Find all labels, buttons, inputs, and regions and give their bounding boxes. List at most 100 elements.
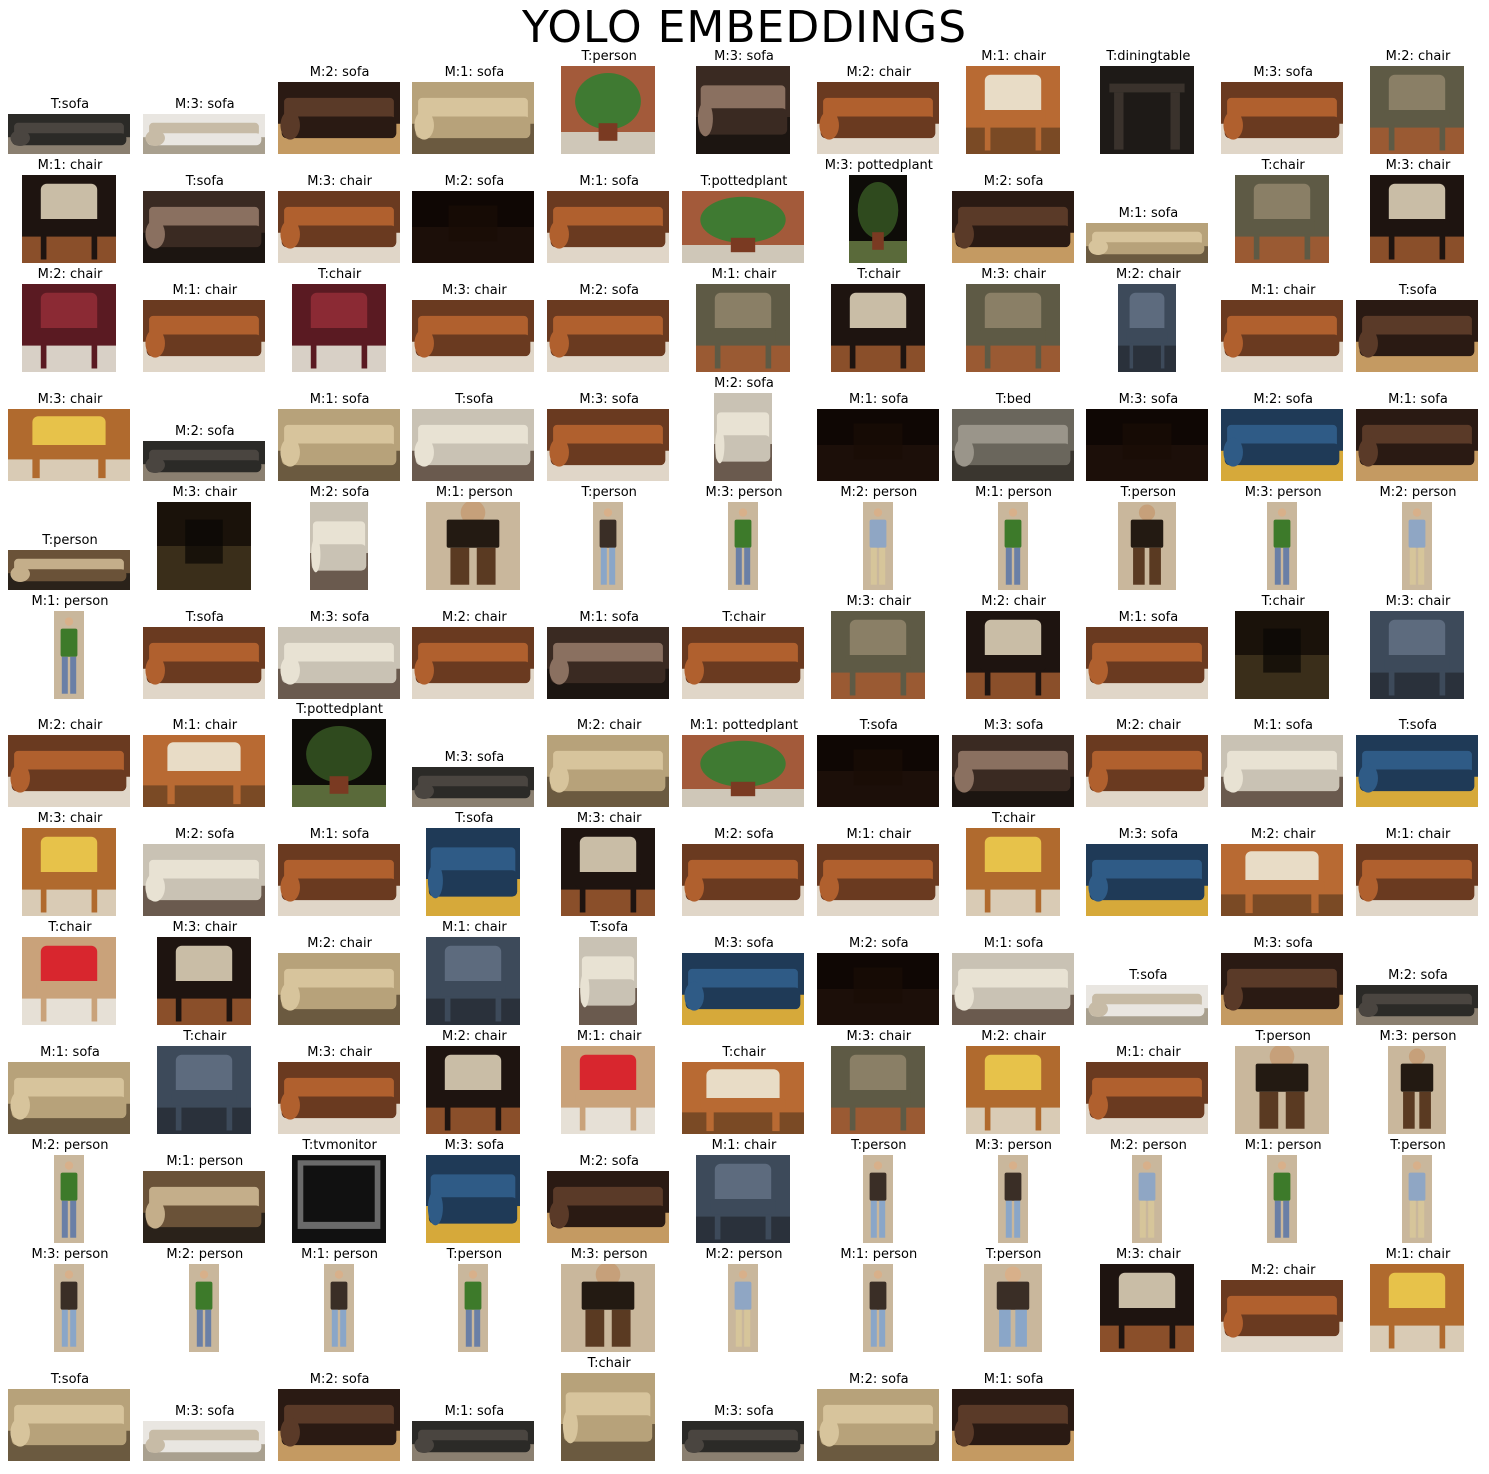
embedding-tile: M:2: sofa [277,50,402,158]
tile-image [1370,174,1464,263]
embedding-tile: T:chair [1221,594,1345,703]
tile-image [951,1388,1074,1461]
tile-label: M:3: chair [37,391,103,407]
tile-image [1100,1263,1195,1352]
tile-image [593,501,624,590]
tile-image [682,844,804,917]
tile-label: M:3: sofa [1253,936,1314,952]
tile-image [561,1046,656,1135]
tile-label: M:1: person [301,1246,379,1262]
tile-label: M:2: person [166,1246,244,1262]
tile-image [1221,82,1344,154]
tile-image [1356,985,1478,1026]
tile-image [682,190,804,263]
embedding-tile: M:1: sofa [816,377,941,485]
embedding-tile: T:sofa [8,50,132,158]
embedding-tile: T:sofa [412,377,536,485]
embedding-tile: M:1: sofa [277,377,402,485]
embedding-tile: M:2: chair [412,595,536,703]
tile-image [965,610,1060,699]
tile-image [8,735,130,808]
embedding-tile: M:3: chair [1356,594,1480,703]
embedding-tile: M:2: sofa [278,485,402,594]
tile-image [1118,501,1177,590]
tile-label: M:3: person [705,484,783,500]
tile-image [1370,66,1464,154]
embedding-tile: M:3: sofa [142,1357,267,1465]
embedding-tile: M:3: sofa [277,595,402,703]
tile-image [1235,610,1330,699]
tile-image [983,1263,1042,1352]
tile-image [291,1155,386,1243]
tile-image [682,1420,804,1461]
tile-label: M:2: chair [981,593,1046,609]
tile-label: M:2: person [1109,1138,1187,1153]
tile-label: M:1: sofa [444,1403,505,1419]
embedding-tile: M:2: person [8,1139,132,1247]
tile-image [696,1155,790,1243]
tile-image [142,626,265,699]
tile-label: T:person [851,1138,907,1153]
tile-label: T:sofa [455,391,494,407]
tile-label: M:3: pottedplant [824,157,933,173]
embedding-tile: M:1: chair [142,703,267,811]
embedding-tile: M:3: chair [8,377,132,485]
embedding-tile: M:3: person [682,484,806,594]
tile-image [277,1388,400,1461]
tile-label: M:3: chair [846,593,912,609]
embedding-tile: M:3: chair [277,159,402,267]
tile-image [8,1388,130,1461]
embedding-tile: T:person [817,1139,941,1247]
embedding-tile: M:3: sofa [682,1357,806,1465]
tile-image [277,1062,400,1135]
embedding-tile: M:1: person [412,485,536,594]
embedding-tile: M:1: person [817,1247,941,1356]
tile-image [682,953,804,1026]
tile-label: M:2: chair [37,266,103,282]
embedding-tile: M:3: sofa [142,50,267,158]
embedding-tile: M:1: sofa [412,50,536,158]
tile-label: T:chair [991,811,1036,827]
tile-label: M:1: sofa [40,1045,100,1061]
tile-label: M:1: chair [846,827,912,843]
tile-label: M:1: person [975,484,1053,500]
embedding-tile: M:2: sofa [816,921,941,1029]
tile-label: T:sofa [185,609,224,625]
embedding-tile: T:sofa [1356,268,1480,376]
embedding-tile: T:chair [8,921,132,1029]
tile-label: T:chair [722,1045,766,1061]
tile-label: M:3: sofa [444,1138,505,1153]
embedding-tile: M:2: sofa [547,268,671,376]
embedding-tile: T:person [1086,485,1210,594]
tile-label: M:2: chair [981,1029,1046,1045]
tile-image [426,828,521,917]
tile-label: T:sofa [1129,968,1168,984]
tile-label: M:1: sofa [983,936,1044,952]
tile-label: M:3: chair [307,173,372,189]
embedding-tile: M:3: chair [817,593,941,703]
tile-image [816,735,939,808]
tile-label: M:3: chair [172,484,238,500]
embedding-tile: T:sofa [142,595,267,703]
tile-image [277,82,400,154]
embedding-tile: M:1: person [142,1139,267,1247]
tile-image [1086,222,1209,263]
tile-label: T:person [581,49,637,64]
tile-label: M:1: pottedplant [689,718,799,734]
embedding-tile: M:2: chair [816,50,941,158]
tile-label: M:2: sofa [714,827,774,843]
tile-image [816,953,939,1026]
tile-label: M:2: sofa [848,936,909,952]
embedding-tile: T:tvmonitor [278,1139,402,1247]
embedding-tile: M:3: sofa [682,921,806,1029]
embedding-tile: M:1: sofa [1356,377,1480,485]
tile-label: T:pottedplant [700,173,788,189]
tile-image [142,440,265,481]
tile-image [1086,626,1209,699]
embedding-tile: M:2: sofa [412,159,536,267]
embedding-tile: M:1: sofa [1221,703,1345,811]
tile-label: T:chair [722,609,766,625]
embedding-tile: M:2: chair [1221,812,1345,920]
tile-image [682,626,804,699]
tile-image [862,1263,893,1352]
